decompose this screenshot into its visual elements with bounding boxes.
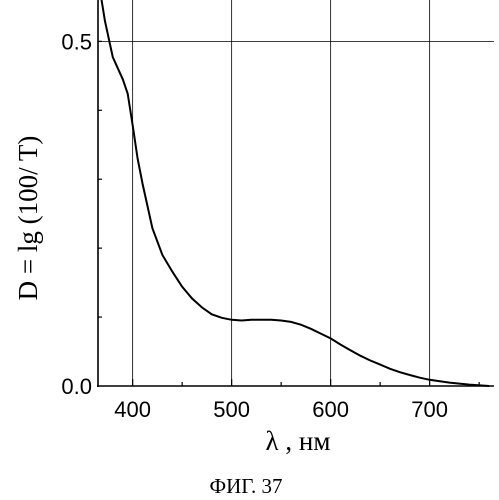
y-tick-label: 0.0 <box>61 374 92 399</box>
axes <box>97 0 494 387</box>
absorbance-curve <box>100 0 490 387</box>
y-tick-label: 0.5 <box>61 29 92 54</box>
y-axis-title: D = lg (100/ T) <box>13 136 43 301</box>
x-tick-label: 700 <box>411 397 448 422</box>
figure-caption: ФИГ. 37 <box>209 474 282 498</box>
x-tick-label: 400 <box>114 397 151 422</box>
x-tick-label: 500 <box>213 397 250 422</box>
grid-lines <box>98 0 494 386</box>
ticks: 400 500 600 700 0.0 0.5 <box>61 29 480 422</box>
x-axis-title: λ , нм <box>266 426 331 456</box>
x-tick-label: 600 <box>312 397 349 422</box>
